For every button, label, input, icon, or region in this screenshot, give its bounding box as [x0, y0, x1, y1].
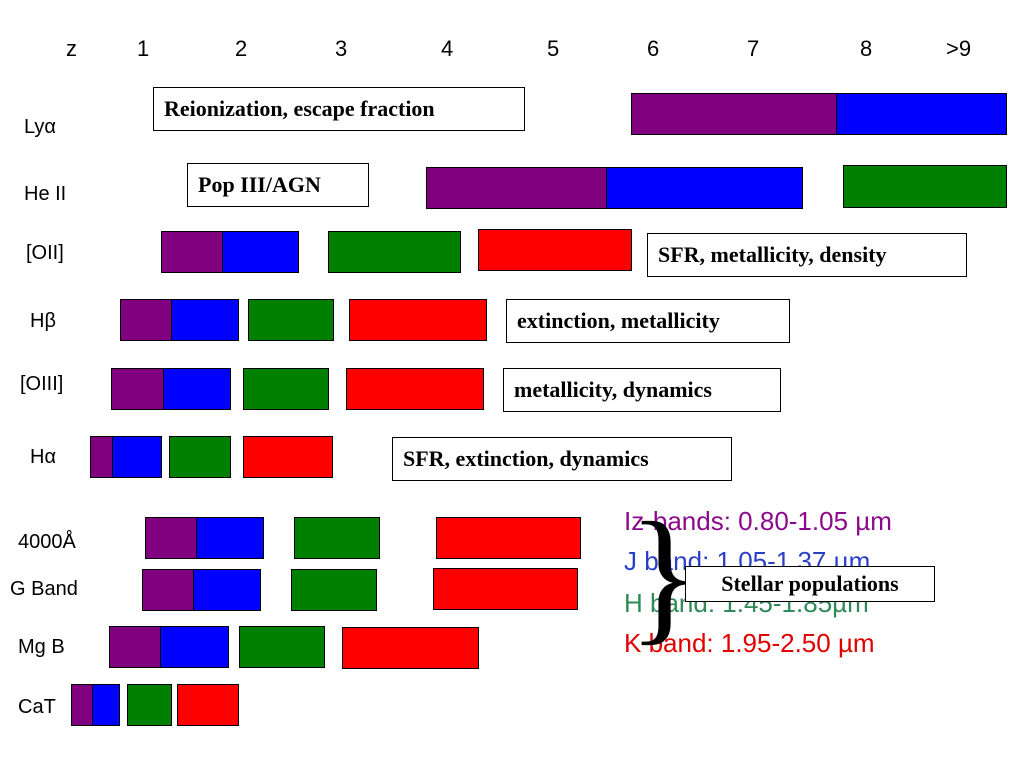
row-label-halpha: Hα [30, 446, 57, 468]
z-tick-9plus: >9 [946, 36, 972, 61]
bar-cat-h [127, 684, 172, 726]
z-tick-3: 3 [335, 36, 348, 61]
bar-heii-iz [426, 167, 607, 209]
bar-halpha-iz [90, 436, 113, 478]
bar-4000a-h [294, 517, 380, 559]
row-label-cat: CaT [18, 696, 56, 718]
row-label-mgb: Mg B [18, 636, 65, 658]
row-label-gband: G Band [10, 578, 78, 600]
row-label-lya: Lyα [24, 116, 56, 138]
bar-hbeta-h [248, 299, 334, 341]
bar-oii-k [478, 229, 632, 271]
z-tick-6: 6 [647, 36, 660, 61]
bar-oii-j [222, 231, 299, 273]
z-tick-8: 8 [860, 36, 873, 61]
bar-mgb-h [239, 626, 325, 668]
row-label-hbeta: Hβ [30, 310, 56, 332]
note-hbeta: extinction, metallicity [506, 299, 790, 343]
z-tick-7: 7 [747, 36, 760, 61]
note-oii: SFR, metallicity, density [647, 233, 967, 277]
bar-4000a-j [196, 517, 264, 559]
legend-iz: Iz-bands: 0.80-1.05 µm [624, 506, 892, 536]
z-axis-label: z [66, 36, 77, 61]
bar-gband-h [291, 569, 377, 611]
bar-oiii-j [163, 368, 231, 410]
bar-4000a-k [436, 517, 581, 559]
z-tick-1: 1 [137, 36, 150, 61]
bar-halpha-h [169, 436, 231, 478]
row-label-4000a: 4000Å [18, 531, 76, 553]
z-tick-4: 4 [441, 36, 454, 61]
note-oiii: metallicity, dynamics [503, 368, 781, 412]
row-label-oiii: [OIII] [20, 373, 64, 395]
note-lya: Reionization, escape fraction [153, 87, 525, 131]
bar-oiii-k [346, 368, 484, 410]
bar-gband-k [433, 568, 578, 610]
bar-lya-iz [631, 93, 837, 135]
bar-oii-iz [161, 231, 223, 273]
bar-cat-j [92, 684, 120, 726]
bar-hbeta-k [349, 299, 487, 341]
z-tick-5: 5 [547, 36, 560, 61]
bar-mgb-iz [109, 626, 161, 668]
row-label-oii: [OII] [26, 242, 64, 264]
bar-hbeta-j [171, 299, 239, 341]
bar-heii-j [606, 167, 803, 209]
bar-cat-iz [71, 684, 93, 726]
bar-oiii-iz [111, 368, 164, 410]
bar-hbeta-iz [120, 299, 172, 341]
bar-oii-h [328, 231, 461, 273]
bar-halpha-j [112, 436, 162, 478]
bar-cat-k [177, 684, 239, 726]
bar-gband-iz [142, 569, 194, 611]
bar-4000a-iz [145, 517, 197, 559]
bar-oiii-h [243, 368, 329, 410]
note-halpha: SFR, extinction, dynamics [392, 437, 732, 481]
bar-heii-h [843, 165, 1007, 208]
note-stellar-populations: Stellar populations [685, 566, 935, 602]
z-tick-2: 2 [235, 36, 248, 61]
bar-lya-j [836, 93, 1007, 135]
row-label-heii: He II [24, 183, 67, 205]
bar-mgb-k [342, 627, 479, 669]
bar-gband-j [193, 569, 261, 611]
bar-halpha-k [243, 436, 333, 478]
bar-mgb-j [160, 626, 229, 668]
note-heii: Pop III/AGN [187, 163, 369, 207]
legend-k: K band: 1.95-2.50 µm [624, 628, 875, 658]
